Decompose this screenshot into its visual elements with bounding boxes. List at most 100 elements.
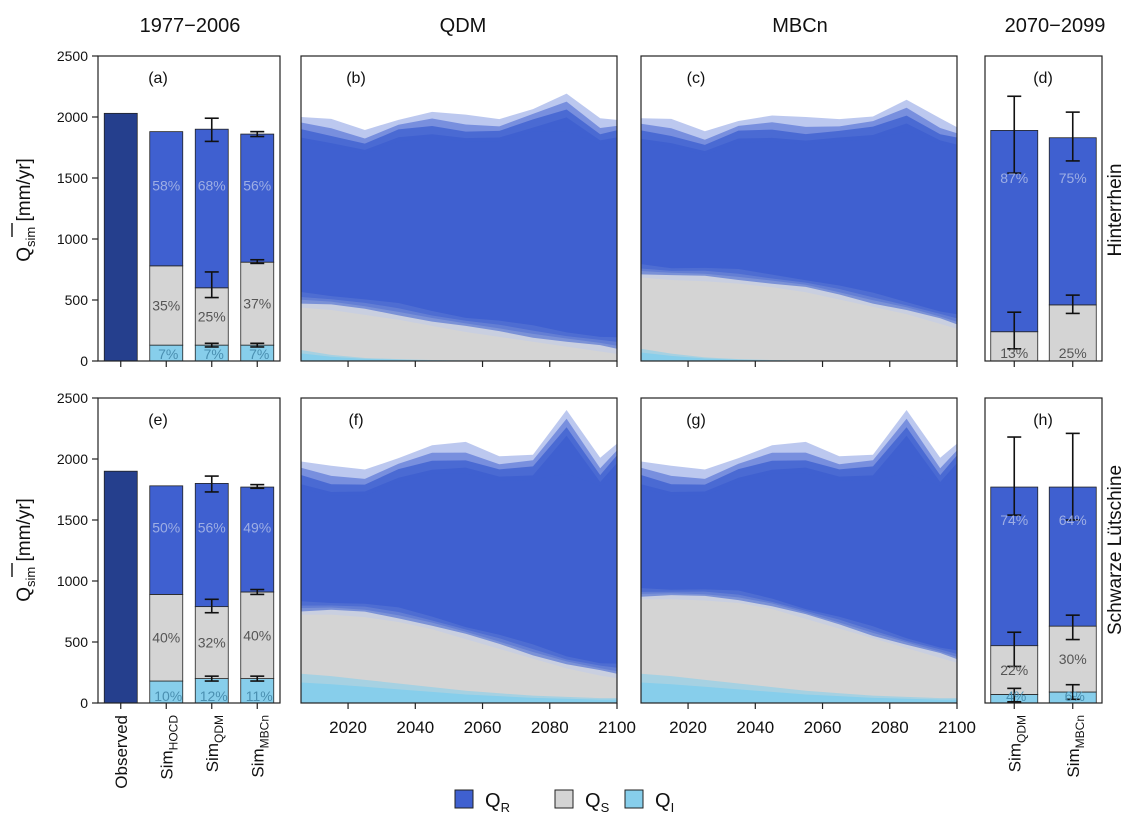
area-qs: [641, 277, 957, 361]
panel-4-frame: [97, 397, 281, 704]
pct-label-qi: 11%: [246, 688, 273, 704]
panel-label: (c): [687, 70, 706, 87]
panel-label: (g): [686, 412, 706, 429]
bar-segment-qr: [194, 128, 229, 289]
bar-category-label: SimMBCn: [1064, 715, 1087, 778]
category-sub: QDM: [212, 715, 226, 743]
x-tick-label: 2040: [396, 718, 434, 737]
y-tick-label: 1000: [57, 231, 88, 247]
y-tick-label: 1500: [57, 170, 88, 186]
bar-segment-qs: [149, 594, 184, 682]
row-label-schwarze-lutschine: Schwarze Lütschine: [1105, 465, 1126, 635]
y-tick-label: 500: [65, 292, 89, 308]
category-main: Sim: [1064, 748, 1083, 777]
panel-1-frame: [300, 55, 618, 362]
pct-label-qs: 40%: [243, 627, 271, 643]
pct-label-qi: 10%: [154, 688, 182, 704]
bar-category-text: SimQDM: [203, 715, 226, 772]
pct-label-qr: 49%: [243, 519, 271, 535]
ylabel-top: Qsim [mm/yr]: [14, 158, 38, 262]
pct-label-qs: 25%: [1059, 345, 1087, 361]
x-tick-label: 2040: [736, 718, 774, 737]
area-qi: [641, 352, 957, 361]
category-sub: MBCn: [1073, 715, 1087, 748]
x-tick-label: 2080: [531, 718, 569, 737]
category-main: Sim: [1005, 743, 1024, 772]
category-sub: HOCD: [166, 715, 180, 751]
pct-label-qr: 87%: [1000, 170, 1028, 186]
bar-category-label: SimQDM: [203, 715, 226, 772]
pct-label-qr: 74%: [1000, 512, 1028, 528]
bar-category-text: SimMBCn: [1064, 715, 1087, 778]
area-qs: [301, 614, 617, 703]
bar-segment-qr: [240, 486, 275, 593]
panel-label: (e): [148, 412, 168, 429]
y-tick-label: 500: [65, 634, 89, 650]
bar-category-text: Observed: [112, 715, 131, 789]
panel-label: (b): [346, 70, 366, 87]
bar-category-label: Observed: [112, 715, 131, 789]
area-qi: [301, 682, 617, 703]
pct-label-qs: 30%: [1059, 651, 1087, 667]
panel-2-frame: [640, 55, 958, 362]
col-title-qdm: QDM: [440, 15, 487, 37]
svg-text:Qsim [mm/yr]: Qsim [mm/yr]: [14, 158, 38, 262]
x-tick-label: 2020: [329, 718, 367, 737]
bar-segment-qr: [149, 131, 184, 267]
pct-label-qi: 7%: [204, 346, 224, 362]
category-main: Sim: [203, 743, 222, 772]
y-tick-label: 1000: [57, 573, 88, 589]
category-main: Observed: [112, 715, 131, 789]
pct-label-qi: 7%: [158, 346, 178, 362]
bar-category-text: SimHOCD: [157, 715, 180, 780]
bar-segment-qi: [194, 678, 229, 704]
area-qr: [301, 131, 617, 361]
y-tick-label: 1500: [57, 512, 88, 528]
x-tick-label: 2060: [464, 718, 502, 737]
bar-segment-qs: [1048, 304, 1097, 362]
area-qi: [641, 682, 957, 703]
pct-label-qr: 50%: [152, 519, 180, 535]
pct-label-qs: 25%: [198, 308, 226, 324]
y-tick-label: 2000: [57, 109, 88, 125]
category-main: Sim: [157, 750, 176, 779]
legend-swatch: [454, 789, 474, 809]
bar-observed: [103, 112, 138, 362]
ylabel-bottom: Qsim [mm/yr]: [14, 498, 38, 602]
pct-label-qr: 58%: [152, 177, 180, 193]
bar-category-text: SimQDM: [1005, 715, 1028, 772]
x-tick-label: 2100: [598, 718, 636, 737]
bar-category-label: SimQDM: [1005, 715, 1028, 772]
svg-text:Qsim [mm/yr]: Qsim [mm/yr]: [14, 498, 38, 602]
pct-label-qr: 56%: [243, 177, 271, 193]
bar-category-label: SimHOCD: [157, 715, 180, 780]
pct-label-qs: 13%: [1000, 345, 1028, 361]
legend-main: Q: [655, 790, 671, 812]
category-sub: MBCn: [257, 715, 271, 748]
pct-label-qr: 56%: [198, 519, 226, 535]
pct-label-qr: 68%: [198, 177, 226, 193]
bar-segment-qr: [194, 482, 229, 608]
legend-main: Q: [485, 790, 501, 812]
x-tick-label: 2020: [669, 718, 707, 737]
panel-3-frame: [984, 55, 1103, 362]
x-tick-label: 2060: [804, 718, 842, 737]
legend-swatch: [624, 789, 644, 809]
bar-segment-qs: [149, 265, 184, 346]
category-sub: QDM: [1014, 715, 1028, 743]
panel-7-frame: [984, 397, 1103, 704]
legend-label: QR: [485, 790, 510, 813]
x-tick-label: 2080: [871, 718, 909, 737]
legend-sub: S: [601, 800, 610, 813]
pct-label-qs: 32%: [198, 635, 226, 651]
panel-label: (f): [348, 412, 363, 429]
col-title-historical: 1977−2006: [140, 15, 241, 37]
pct-label-qi: 12%: [200, 688, 228, 704]
pct-label-qs: 40%: [152, 630, 180, 646]
bar-segment-qr: [240, 133, 275, 263]
legend-label: QI: [655, 790, 674, 813]
y-tick-label: 2500: [57, 48, 88, 64]
y-tick-label: 2500: [57, 390, 88, 406]
panel-6-frame: [640, 397, 958, 704]
